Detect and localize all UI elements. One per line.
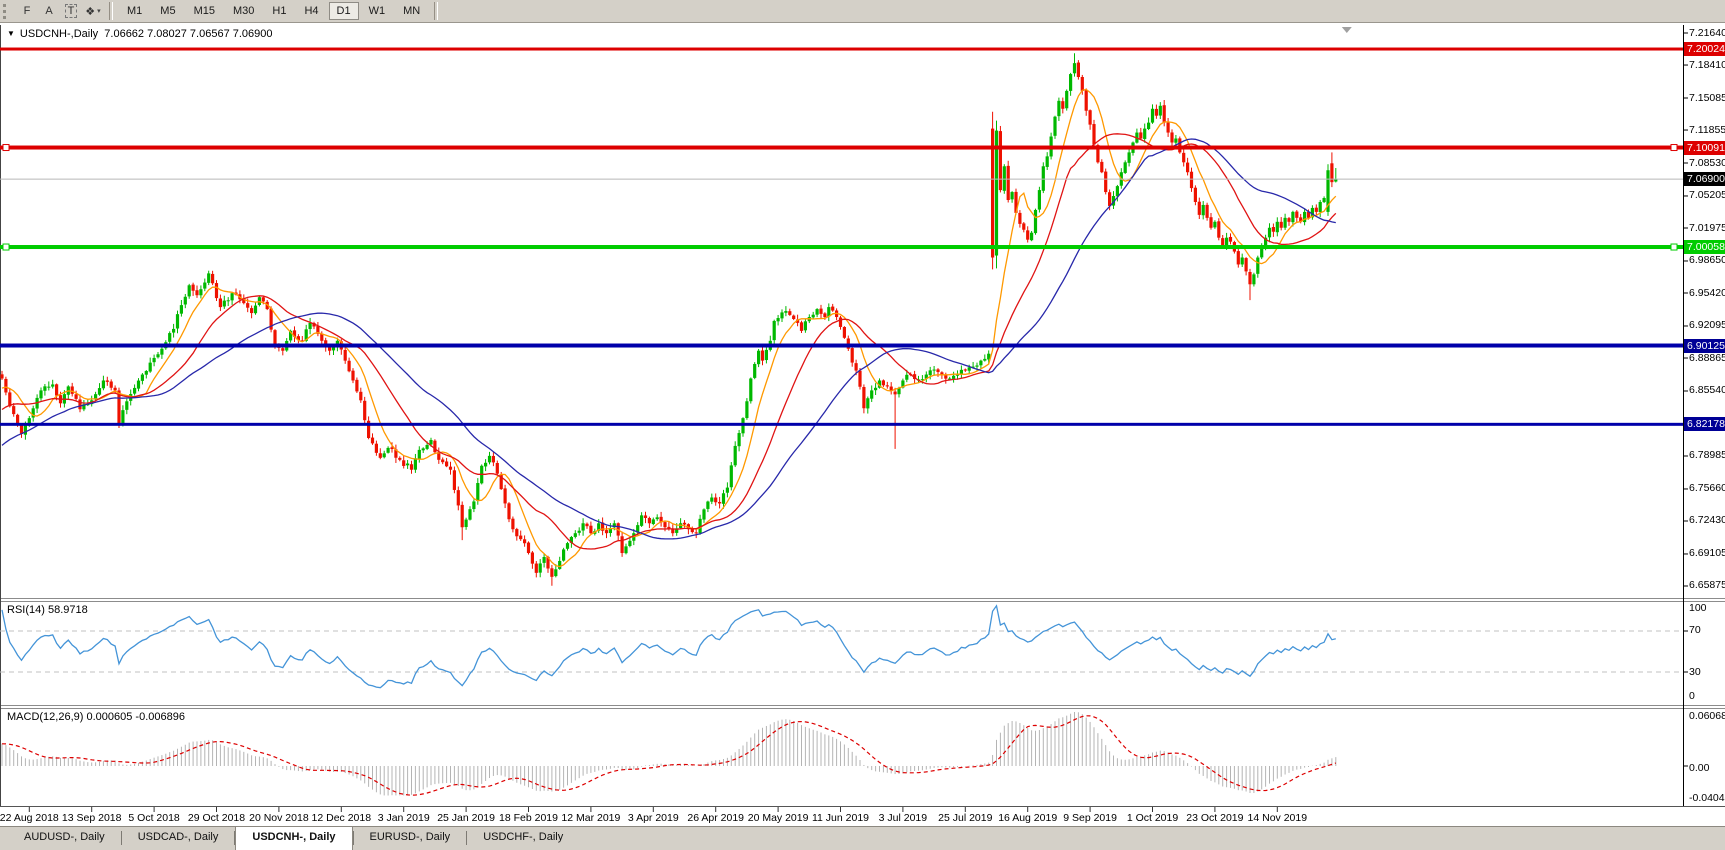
tab-divider (352, 831, 354, 845)
date-tick: 26 Apr 2019 (687, 812, 744, 824)
macd-tick: 0.00 (1689, 762, 1710, 774)
price-tick: 6.78985 (1689, 449, 1725, 462)
price-tick: 6.75660 (1689, 482, 1725, 495)
timeframe-h4[interactable]: H4 (304, 5, 319, 17)
price-badge: 7.06900 (1684, 172, 1725, 187)
tab-usdcnh[interactable]: USDCNH-, Daily (235, 827, 353, 850)
price-tick: 6.92095 (1689, 319, 1725, 332)
timeframe-h1[interactable]: H1 (272, 5, 287, 17)
rsi-tick: 100 (1689, 602, 1707, 614)
price-tick: 6.72430 (1689, 514, 1725, 527)
macd-label: MACD(12,26,9) 0.000605 -0.006896 (7, 711, 185, 723)
date-tick: 14 Nov 2019 (1247, 812, 1308, 824)
price-tick: 7.08530 (1689, 156, 1725, 169)
date-tick: 20 May 2019 (747, 812, 809, 824)
date-tick: 3 Jan 2019 (377, 812, 430, 824)
price-tick: 7.18410 (1689, 58, 1725, 71)
price-tick: 7.21640 (1689, 26, 1725, 39)
price-tick: 6.98650 (1689, 254, 1725, 267)
date-tick: 12 Mar 2019 (561, 812, 621, 824)
toolbar-drag-handle[interactable] (3, 3, 12, 19)
price-tick: 6.95420 (1689, 286, 1725, 299)
drawing-tools-group: F A T ❖ ▾ (16, 2, 104, 20)
chart-collapse-icon[interactable]: ▼ (7, 29, 15, 38)
price-tick: 6.69105 (1689, 547, 1725, 560)
toolbar-separator (434, 2, 439, 20)
date-tick: 13 Sep 2018 (61, 812, 122, 824)
date-tick: 29 Oct 2018 (187, 812, 246, 824)
timeframe-buttons: M1 M5 M15 M30 H1 H4 D1 W1 MN (118, 2, 429, 20)
tab-usdchf[interactable]: USDCHF-, Daily (483, 831, 564, 843)
tab-audusd[interactable]: AUDUSD-, Daily (24, 831, 105, 843)
macd-tick: 0.060687 (1689, 710, 1725, 722)
chart-symbol-label: USDCNH-,Daily (19, 28, 99, 40)
date-tick: 16 Aug 2019 (998, 812, 1058, 824)
timeframe-m30[interactable]: M30 (232, 5, 255, 17)
tab-usdcad[interactable]: USDCAD-, Daily (137, 831, 219, 843)
macd-tick: -0.040432 (1689, 792, 1725, 804)
timeframe-m15[interactable]: M15 (193, 5, 215, 17)
date-tick: 1 Oct 2019 (1126, 812, 1179, 824)
price-tick: 7.11855 (1689, 123, 1725, 136)
price-badge: 7.10091 (1684, 140, 1725, 155)
chart-title: ▼ USDCNH-,Daily 7.06662 7.08027 7.06567 7… (7, 28, 273, 40)
timeframe-m5[interactable]: M5 (160, 5, 176, 17)
tab-divider (466, 831, 468, 845)
rsi-tick: 30 (1689, 665, 1701, 678)
toolbar-separator (109, 2, 113, 20)
crosshair-grid-icon[interactable]: F (23, 5, 31, 17)
timeframe-d1[interactable]: D1 (328, 2, 359, 20)
font-icon[interactable]: A (45, 5, 53, 17)
rsi-tick: 0 (1689, 690, 1695, 702)
date-tick: 22 Aug 2018 (0, 812, 59, 824)
date-tick: 3 Jul 2019 (878, 812, 928, 824)
text-label-icon[interactable]: T (61, 2, 81, 20)
price-tick: 7.01975 (1689, 221, 1725, 234)
date-tick: 3 Apr 2019 (627, 812, 679, 824)
price-badge: 6.90125 (1684, 338, 1725, 353)
date-tick: 5 Oct 2018 (128, 812, 180, 824)
date-tick: 9 Sep 2019 (1063, 812, 1117, 824)
rsi-tick: 70 (1689, 624, 1701, 636)
toolbar: F A T ❖ ▾ M1 M5 M15 M30 H1 H4 D1 W1 MN (0, 0, 1725, 23)
price-tick: 6.85540 (1689, 384, 1725, 397)
timeframe-m1[interactable]: M1 (127, 5, 143, 17)
price-badge: 6.82178 (1684, 417, 1725, 432)
timeframe-w1[interactable]: W1 (368, 5, 386, 17)
price-tick: 7.15085 (1689, 91, 1725, 104)
date-tick: 23 Oct 2019 (1186, 812, 1244, 824)
timeframe-mn[interactable]: MN (403, 5, 421, 17)
rsi-label: RSI(14) 58.9718 (7, 604, 88, 616)
tab-divider (234, 831, 236, 845)
date-tick: 25 Jul 2019 (938, 812, 993, 824)
date-tick: 25 Jan 2019 (437, 812, 495, 824)
date-tick: 20 Nov 2018 (249, 812, 309, 824)
tab-eurusd[interactable]: EURUSD-, Daily (369, 831, 451, 843)
price-tick: 6.88865 (1689, 351, 1725, 364)
date-tick: 18 Feb 2019 (499, 812, 558, 824)
price-badge: 7.20024 (1684, 42, 1725, 57)
price-badge: 7.00058 (1684, 240, 1725, 255)
price-tick: 7.05205 (1689, 189, 1725, 202)
chart-ohlc-values: 7.06662 7.08027 7.06567 7.06900 (104, 28, 273, 40)
shapes-dropdown-icon[interactable]: ❖ ▾ (85, 5, 101, 18)
chart-tabs-bar: AUDUSD-, Daily USDCAD-, Daily USDCNH-, Dai… (0, 826, 1725, 850)
tab-divider (120, 831, 122, 845)
price-tick: 6.65875 (1689, 579, 1725, 592)
date-tick: 11 Jun 2019 (811, 812, 870, 824)
date-tick: 12 Dec 2018 (311, 812, 372, 824)
